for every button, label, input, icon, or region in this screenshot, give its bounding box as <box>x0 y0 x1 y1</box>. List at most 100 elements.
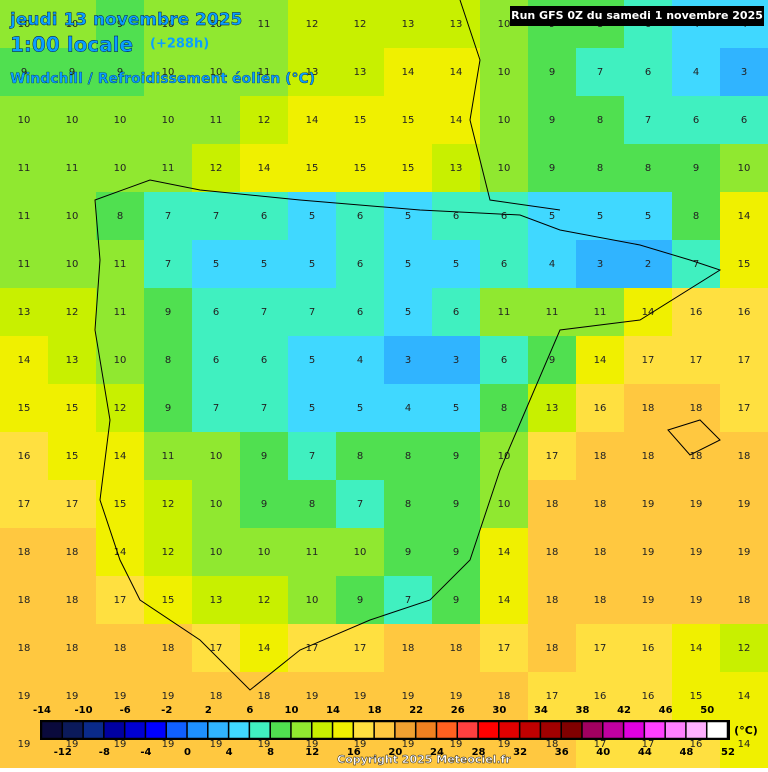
cell-value: 18 <box>594 595 607 606</box>
cell-value: 18 <box>18 547 31 558</box>
cell-value: 7 <box>261 307 267 318</box>
cell-value: 7 <box>309 307 315 318</box>
cell-value: 17 <box>642 355 655 366</box>
cell-value: 13 <box>354 67 367 78</box>
cell <box>480 384 529 433</box>
cell <box>144 144 193 193</box>
cell <box>336 480 385 529</box>
cell-value: 5 <box>309 259 315 270</box>
cell <box>384 624 433 673</box>
cell <box>672 336 721 385</box>
cell <box>480 96 529 145</box>
cell <box>720 144 768 193</box>
cell <box>384 336 433 385</box>
cell <box>0 0 49 49</box>
cell-value: 3 <box>741 67 747 78</box>
legend-unit: (°C) <box>734 724 758 737</box>
legend-tick-label: 22 <box>409 705 423 716</box>
cell-value: 12 <box>258 115 271 126</box>
cell <box>288 528 337 577</box>
cell-value: 14 <box>18 355 31 366</box>
legend-tick-label: 12 <box>305 747 319 758</box>
cell <box>480 672 529 721</box>
cell-value: 14 <box>594 355 607 366</box>
cell <box>288 672 337 721</box>
legend-swatch <box>644 721 665 739</box>
cell-value: 3 <box>597 259 603 270</box>
cell-value: 19 <box>354 691 367 702</box>
cell-value: 17 <box>306 643 319 654</box>
cell <box>672 288 721 337</box>
cell <box>144 480 193 529</box>
cell <box>432 672 481 721</box>
cell-value: 18 <box>162 643 175 654</box>
cell-value: 7 <box>597 67 603 78</box>
cell <box>624 192 673 241</box>
legend-tick-label: 16 <box>347 747 361 758</box>
cell <box>432 144 481 193</box>
legend-tick-label: 38 <box>576 705 590 716</box>
cell-value: 6 <box>501 259 507 270</box>
cell-value: 15 <box>66 403 79 414</box>
cell <box>624 336 673 385</box>
cell-value: 6 <box>645 67 651 78</box>
cell-value: 9 <box>405 547 411 558</box>
cell-value: 17 <box>354 643 367 654</box>
legend-tick-label: 10 <box>284 705 298 716</box>
legend-tick-label: -12 <box>54 747 72 758</box>
cell-value: 17 <box>594 643 607 654</box>
cell-value: 18 <box>738 595 751 606</box>
cell <box>336 384 385 433</box>
cell <box>720 576 768 625</box>
cell <box>192 288 241 337</box>
cell-value: 11 <box>594 307 607 318</box>
cell <box>48 576 97 625</box>
cell-value: 17 <box>594 739 607 750</box>
cell <box>144 576 193 625</box>
cell-value: 10 <box>498 19 511 30</box>
cell-value: 16 <box>18 451 31 462</box>
cell <box>144 672 193 721</box>
cell <box>48 48 97 97</box>
cell-value: 15 <box>402 163 415 174</box>
cell <box>288 384 337 433</box>
cell-value: 18 <box>738 451 751 462</box>
cell <box>240 96 289 145</box>
cell-value: 8 <box>165 355 171 366</box>
cell <box>192 576 241 625</box>
cell-value: 10 <box>498 163 511 174</box>
cell-value: 15 <box>162 595 175 606</box>
cell <box>720 240 768 289</box>
cell-value: 19 <box>114 739 127 750</box>
cell-value: 19 <box>258 739 271 750</box>
cell <box>384 0 433 49</box>
cell <box>432 384 481 433</box>
legend-swatch <box>83 721 104 739</box>
cell-value: 10 <box>162 115 175 126</box>
cell <box>528 240 577 289</box>
cell-value: 18 <box>402 643 415 654</box>
cell <box>528 432 577 481</box>
cell <box>336 528 385 577</box>
cell-value: 5 <box>405 211 411 222</box>
cell-value: 17 <box>546 691 559 702</box>
cell <box>384 240 433 289</box>
cell-value: 18 <box>66 643 79 654</box>
cell <box>288 624 337 673</box>
cell-value: 18 <box>114 643 127 654</box>
cell <box>384 432 433 481</box>
cell <box>192 672 241 721</box>
legend-swatch <box>561 721 582 739</box>
cell <box>48 672 97 721</box>
cell <box>192 144 241 193</box>
cell <box>240 0 289 49</box>
cell-value: 5 <box>405 259 411 270</box>
cell-value: 17 <box>738 355 751 366</box>
cell <box>96 432 145 481</box>
legend-swatch <box>104 721 125 739</box>
cell-value: 7 <box>165 211 171 222</box>
cell <box>576 672 625 721</box>
legend-tick-label: 28 <box>472 747 486 758</box>
cell-value: 8 <box>357 451 363 462</box>
cell <box>528 384 577 433</box>
